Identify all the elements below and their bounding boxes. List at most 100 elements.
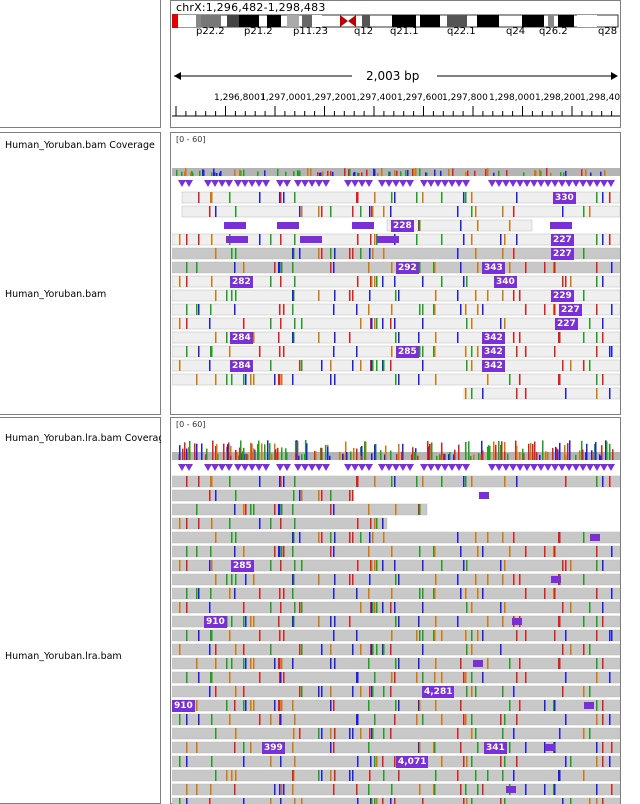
insertion-marker xyxy=(441,180,449,187)
coverage-variant xyxy=(358,172,360,176)
alignment-track-name[interactable]: Human_Yoruban.bam xyxy=(5,289,107,300)
insertion-label[interactable]: 399 xyxy=(262,742,285,754)
insertion-label[interactable]: 282 xyxy=(230,276,253,288)
insertion-label[interactable]: 227 xyxy=(559,304,582,316)
coverage-variant xyxy=(441,442,443,460)
insertion-marker xyxy=(462,464,470,471)
read-mismatch xyxy=(460,700,462,711)
read-mismatch xyxy=(299,248,301,259)
read-mismatch xyxy=(471,234,473,245)
read-mismatch xyxy=(609,346,611,357)
read-mismatch xyxy=(416,476,418,487)
read-mismatch xyxy=(487,616,489,627)
read-mismatch xyxy=(280,756,282,767)
read-mismatch xyxy=(372,728,374,739)
read-mismatch xyxy=(371,644,373,655)
coverage-variant xyxy=(581,169,583,176)
insertion-label[interactable]: 342 xyxy=(482,332,505,344)
insertion-label[interactable]: 343 xyxy=(482,262,505,274)
read-mismatch xyxy=(463,560,465,571)
read-mismatch xyxy=(229,672,231,683)
coverage-variant xyxy=(545,451,547,460)
coverage-track-2[interactable] xyxy=(172,438,620,460)
read-mismatch xyxy=(234,262,236,273)
read-mismatch xyxy=(243,602,245,613)
insertion-label[interactable]: 910 xyxy=(172,700,195,712)
insertion-label[interactable]: 342 xyxy=(482,346,505,358)
read-mismatch xyxy=(301,602,303,613)
read-mismatch xyxy=(471,686,473,697)
read-mismatch xyxy=(198,588,200,599)
insertion-label[interactable]: 4,281 xyxy=(422,686,455,698)
coverage-track-name[interactable]: Human_Yoruban.lra.bam Coverage xyxy=(5,433,161,444)
coverage-variant xyxy=(498,170,500,176)
read-mismatch xyxy=(356,476,358,487)
read-mismatch xyxy=(500,602,502,613)
read-mismatch xyxy=(471,360,473,371)
insertion-label[interactable]: 285 xyxy=(396,346,419,358)
read-mismatch xyxy=(186,742,188,753)
read-mismatch xyxy=(352,206,354,217)
read-mismatch xyxy=(245,574,247,585)
read-mismatch xyxy=(525,546,527,557)
read-mismatch xyxy=(463,756,465,767)
coverage-variant xyxy=(582,449,584,460)
read-mismatch xyxy=(360,686,362,697)
read-mismatch xyxy=(281,700,283,711)
insertion-label[interactable]: 227 xyxy=(551,248,574,260)
read-mismatch xyxy=(602,318,604,329)
insertion-label[interactable]: 285 xyxy=(231,560,254,572)
read-mismatch xyxy=(370,518,372,529)
insertion-marker xyxy=(178,180,186,187)
aligned-read xyxy=(172,601,620,614)
insertion-label[interactable]: 228 xyxy=(391,220,414,232)
insertion-label[interactable]: 4,071 xyxy=(396,756,429,768)
insertion-label[interactable]: 227 xyxy=(555,318,578,330)
read-mismatch xyxy=(356,630,358,641)
alignment-track-2[interactable] xyxy=(172,460,620,804)
read-mismatch xyxy=(596,192,598,203)
read-mismatch xyxy=(281,784,283,795)
chromosome-ideogram[interactable] xyxy=(172,14,620,28)
insertion-marker xyxy=(399,180,407,187)
insertion-label[interactable]: 341 xyxy=(484,742,507,754)
read-mismatch xyxy=(554,304,556,315)
read-mismatch xyxy=(390,798,392,804)
insertion-label[interactable]: 340 xyxy=(494,276,517,288)
coverage-track-name[interactable]: Human_Yoruban.bam Coverage xyxy=(5,140,155,151)
coverage-variant xyxy=(390,450,392,460)
read-mismatch xyxy=(418,504,420,515)
read-mismatch xyxy=(419,700,421,711)
insertion-label[interactable]: 284 xyxy=(230,360,253,372)
insertion-label[interactable]: 227 xyxy=(551,234,574,246)
read-mismatch xyxy=(226,700,228,711)
insertion-label[interactable]: 284 xyxy=(230,332,253,344)
read-mismatch xyxy=(441,756,443,767)
coverage-variant xyxy=(381,168,383,176)
read-mismatch xyxy=(589,602,591,613)
insertion-marker xyxy=(185,180,193,187)
insertion-label[interactable]: 342 xyxy=(482,360,505,372)
read-mismatch xyxy=(211,630,213,641)
read-mismatch xyxy=(602,476,604,487)
read-mismatch xyxy=(391,262,393,273)
coverage-variant xyxy=(361,446,363,460)
coverage-track-1[interactable] xyxy=(172,160,620,176)
alignment-track-name[interactable]: Human_Yoruban.lra.bam xyxy=(5,651,122,662)
read-mismatch xyxy=(382,360,384,371)
coverage-variant xyxy=(468,441,470,460)
read-mismatch xyxy=(504,560,506,571)
insertion-label[interactable]: 292 xyxy=(396,262,419,274)
read-mismatch xyxy=(466,318,468,329)
read-mismatch xyxy=(292,784,294,795)
read-mismatch xyxy=(504,318,506,329)
read-mismatch xyxy=(294,714,296,725)
read-mismatch xyxy=(475,686,477,697)
read-mismatch xyxy=(376,234,378,245)
insertion-label[interactable]: 229 xyxy=(551,290,574,302)
read-mismatch xyxy=(611,588,613,599)
insertion-marker xyxy=(455,180,463,187)
read-mismatch xyxy=(368,304,370,315)
insertion-label[interactable]: 910 xyxy=(204,616,227,628)
insertion-label[interactable]: 330 xyxy=(553,192,576,204)
